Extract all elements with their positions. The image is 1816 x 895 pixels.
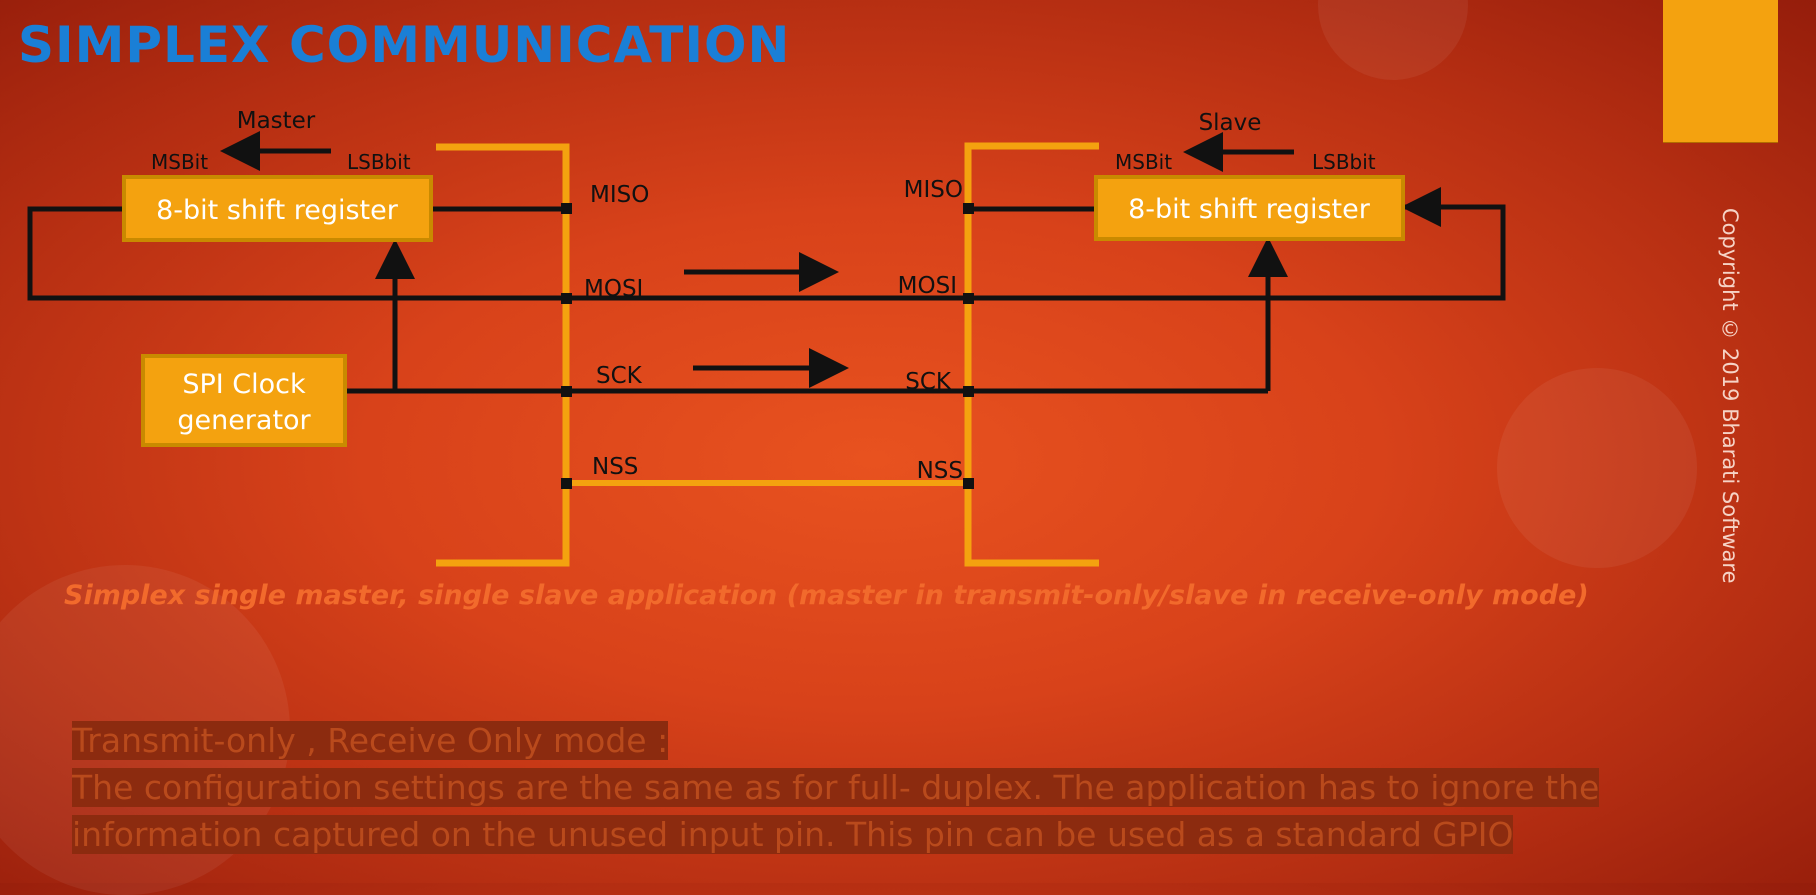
master-miso-label: MISO [590, 182, 649, 208]
slave-shift-register [1094, 175, 1405, 241]
pin-slave-nss [963, 478, 974, 489]
pin-master-sck [561, 386, 572, 397]
slave-miso-label: MISO [904, 177, 963, 203]
notes-heading: Transmit-only , Receive Only mode : [72, 721, 669, 760]
master-msb-label: MSBit [151, 150, 208, 174]
notes-line-2: information captured on the unused input… [72, 815, 1514, 854]
pin-slave-mosi [963, 293, 974, 304]
corner-accent-tab [1663, 0, 1778, 142]
pin-slave-sck [963, 386, 974, 397]
pin-master-mosi [561, 293, 572, 304]
mode-notes: Transmit-only , Receive Only mode : The … [72, 717, 1812, 858]
notes-line-1: The configuration settings are the same … [72, 768, 1600, 807]
master-shift-register [122, 175, 433, 242]
spi-clock-generator [141, 354, 347, 447]
slave-msb-label: MSBit [1115, 150, 1172, 174]
master-label: Master [237, 108, 316, 134]
slave-shift-register-label: 8-bit shift register [1128, 194, 1371, 225]
slave-label: Slave [1199, 110, 1262, 136]
pin-slave-miso [963, 203, 974, 214]
pin-master-miso [561, 203, 572, 214]
master-mosi-label: MOSI [584, 276, 643, 302]
spi-clock-label-line2: generator [177, 405, 311, 436]
spi-clock-label-line1: SPI Clock [182, 369, 306, 400]
master-nss-label: NSS [592, 454, 638, 480]
decor-circle-right [1497, 368, 1697, 568]
slave-nss-label: NSS [917, 458, 963, 484]
pin-master-nss [561, 478, 572, 489]
slave-lsb-label: LSBbit [1312, 150, 1376, 174]
slave-sck-label: SCK [905, 369, 952, 395]
diagram-caption: Simplex single master, single slave appl… [64, 580, 1589, 611]
master-connector-bracket [436, 143, 570, 567]
master-sck-label: SCK [596, 363, 643, 389]
slave-connector-bracket [964, 142, 1099, 567]
copyright-notice: Copyright © 2019 Bharati Software [1718, 208, 1742, 584]
page-title: SIMPLEX COMMUNICATION [18, 16, 791, 74]
master-lsb-label: LSBbit [347, 150, 411, 174]
master-shift-register-label: 8-bit shift register [156, 195, 399, 226]
slave-mosi-label: MOSI [898, 273, 957, 299]
